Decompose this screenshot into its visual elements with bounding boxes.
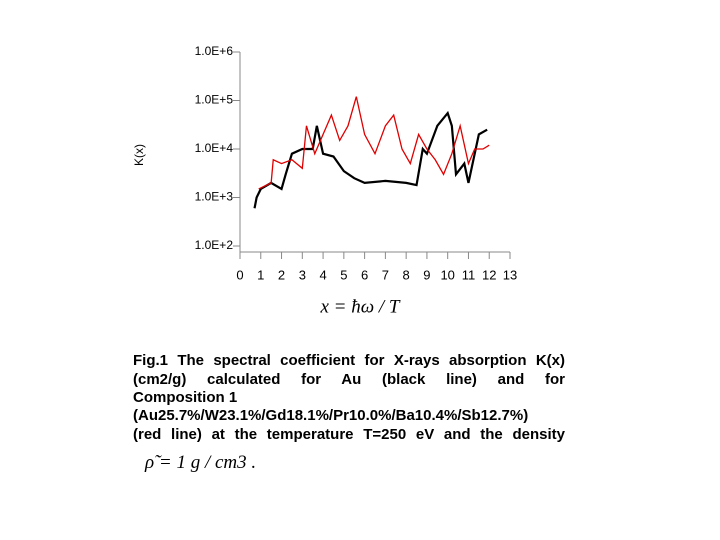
caption-line: (red line) at the temperature T=250 eV a… [133, 426, 565, 443]
x-tick-label: 6 [361, 267, 368, 282]
y-tick-label: 1.0E+5 [195, 93, 234, 107]
x-tick-label: 12 [482, 267, 496, 282]
x-tick-label: 8 [403, 267, 410, 282]
y-tick-label: 1.0E+2 [195, 238, 234, 252]
x-tick-label: 1 [257, 267, 264, 282]
caption-line: (cm2/g) calculated for Au (black line) a… [133, 371, 565, 388]
y-axis-label: K(x) [132, 144, 146, 166]
x-tick-label: 0 [236, 267, 243, 282]
series-line [253, 110, 488, 209]
x-tick-label: 3 [299, 267, 306, 282]
y-tick-label: 1.0E+4 [195, 141, 234, 155]
x-tick-label: 11 [462, 267, 476, 282]
x-tick-label: 13 [503, 267, 517, 282]
x-tick-label: 5 [340, 267, 347, 282]
caption-line: Fig.1 The spectral coefficient for X-ray… [133, 352, 565, 369]
y-tick-label: 1.0E+3 [195, 190, 234, 204]
chart: K(x) x = ħω / T 1.0E+2 1.0E+3 1.0E+4 1.0E+5… [132, 44, 517, 317]
caption-line: Composition 1 [133, 389, 238, 406]
series-line [258, 96, 490, 190]
x-tick-label: 7 [382, 267, 389, 282]
x-tick-label: 4 [319, 267, 326, 282]
y-tick-label: 1.0E+6 [195, 44, 234, 58]
x-tick-label: 10 [440, 267, 454, 282]
x-tick-label: 9 [423, 267, 430, 282]
formula: ρ̃ = 1 g / cm3 . [145, 452, 257, 473]
caption-line: (Au25.7%/W23.1%/Gd18.1%/Pr10.0%/Ba10.4%/… [133, 407, 529, 424]
x-tick-label: 2 [278, 267, 285, 282]
x-axis-label: x = ħω / T [319, 296, 400, 317]
